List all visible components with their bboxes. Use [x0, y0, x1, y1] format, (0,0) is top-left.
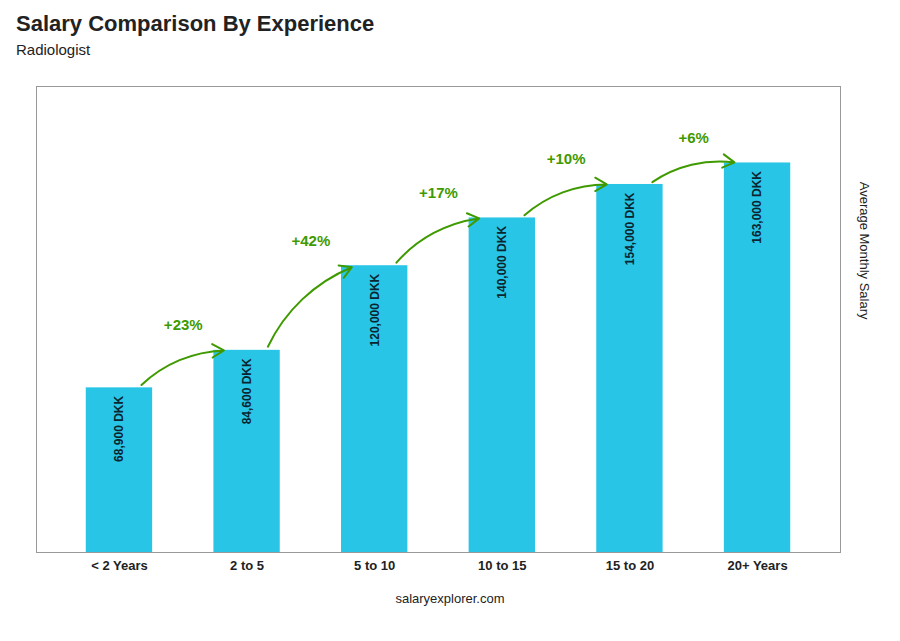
- svg-text:+10%: +10%: [547, 150, 586, 167]
- svg-text:163,000 DKK: 163,000 DKK: [750, 171, 764, 244]
- svg-text:Average Monthly Salary: Average Monthly Salary: [857, 182, 872, 320]
- svg-text:154,000 DKK: 154,000 DKK: [623, 192, 637, 265]
- svg-text:+17%: +17%: [419, 184, 458, 201]
- svg-text:< 2 Years: < 2 Years: [91, 558, 148, 573]
- svg-text:84,600 DKK: 84,600 DKK: [240, 358, 254, 424]
- svg-text:+6%: +6%: [679, 129, 709, 146]
- svg-text:68,900 DKK: 68,900 DKK: [112, 396, 126, 462]
- svg-text:2 to 5: 2 to 5: [230, 558, 264, 573]
- svg-text:140,000 DKK: 140,000 DKK: [495, 226, 509, 299]
- svg-text:+42%: +42%: [291, 232, 330, 249]
- svg-text:5 to 10: 5 to 10: [354, 558, 395, 573]
- svg-text:15 to 20: 15 to 20: [606, 558, 654, 573]
- svg-text:120,000 DKK: 120,000 DKK: [368, 273, 382, 346]
- svg-text:10 to 15: 10 to 15: [478, 558, 526, 573]
- html-text:Salary Comparison By Experienc: Salary Comparison By Experience: [16, 11, 375, 36]
- html-text:salaryexplorer.com: salaryexplorer.com: [395, 591, 505, 606]
- svg-text:20+ Years: 20+ Years: [727, 558, 787, 573]
- svg-text:+23%: +23%: [164, 316, 203, 333]
- html-text:Radiologist: Radiologist: [16, 41, 91, 58]
